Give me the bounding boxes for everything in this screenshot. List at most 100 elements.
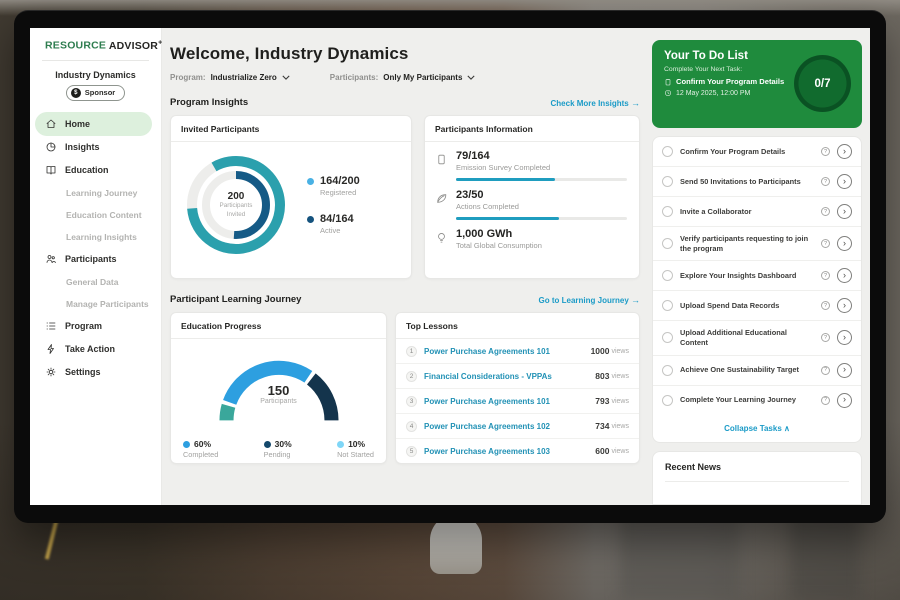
- help-icon[interactable]: ?: [821, 207, 830, 216]
- participants-information-card: Participants Information 79/164 Emission…: [424, 115, 640, 279]
- sidebar-item-education[interactable]: Education: [30, 159, 161, 182]
- logo-text-secondary: ADVISOR+: [108, 39, 163, 52]
- chevron-right-icon[interactable]: ›: [837, 392, 852, 408]
- help-icon[interactable]: ?: [821, 147, 830, 156]
- sidebar-item-participants[interactable]: Participants: [30, 248, 161, 271]
- chevron-right-icon[interactable]: ›: [837, 204, 852, 219]
- content-column: Welcome, Industry Dynamics Program: Indu…: [170, 28, 640, 505]
- list-icon: [45, 320, 57, 332]
- chevron-right-icon[interactable]: ›: [837, 174, 852, 189]
- gauge-center-label: 150 Participants: [260, 383, 297, 405]
- task-complete-learning-journey[interactable]: Complete Your Learning Journey ? ›: [653, 386, 861, 415]
- top-lessons-card: Top Lessons 1 Power Purchase Agreements …: [395, 312, 640, 464]
- sidebar-item-take-action[interactable]: Take Action: [30, 338, 161, 361]
- legend-dot: [263, 440, 271, 448]
- sidebar-item-education-content[interactable]: Education Content: [66, 209, 142, 220]
- education-progress-gauge-chart: 150 Participants: [204, 347, 354, 433]
- clipboard-icon: [665, 78, 671, 85]
- lesson-link[interactable]: Power Purchase Agreements 103: [424, 446, 550, 456]
- lesson-row[interactable]: 2 Financial Considerations - VPPAs 803 v…: [396, 364, 639, 389]
- task-explore-insights[interactable]: Explore Your Insights Dashboard ? ›: [653, 261, 861, 292]
- stat-emission-survey: 79/164 Emission Survey Completed: [425, 142, 639, 181]
- task-upload-spend-data[interactable]: Upload Spend Data Records ? ›: [653, 291, 861, 322]
- sidebar-item-program[interactable]: Program: [30, 315, 161, 338]
- sidebar-item-home[interactable]: Home: [35, 111, 152, 136]
- rank-badge: 1: [406, 345, 417, 357]
- task-send-invitations[interactable]: Send 50 Invitations to Participants ? ›: [653, 167, 861, 197]
- progress-bar: [456, 178, 627, 181]
- task-invite-collaborator[interactable]: Invite a Collaborator ? ›: [653, 197, 861, 227]
- help-icon[interactable]: ?: [821, 271, 830, 281]
- help-icon[interactable]: ?: [821, 333, 830, 343]
- go-to-learning-journey-link[interactable]: Go to Learning Journey →: [538, 294, 640, 305]
- task-checkbox[interactable]: [662, 206, 673, 217]
- learning-cards-row: Education Progress 150 Participants 60% …: [170, 312, 640, 464]
- sidebar-item-settings[interactable]: Settings: [30, 361, 161, 384]
- task-checkbox[interactable]: [662, 394, 673, 406]
- help-icon[interactable]: ?: [821, 177, 830, 186]
- help-icon[interactable]: ?: [821, 239, 830, 249]
- task-checkbox[interactable]: [662, 364, 673, 376]
- task-checkbox[interactable]: [662, 270, 673, 282]
- lesson-link[interactable]: Financial Considerations - VPPAs: [424, 371, 552, 381]
- lesson-link[interactable]: Power Purchase Agreements 102: [424, 421, 550, 431]
- task-upload-educational-content[interactable]: Upload Additional Educational Content ? …: [653, 321, 861, 356]
- card-title: Invited Participants: [171, 116, 411, 142]
- chevron-right-icon[interactable]: ›: [837, 144, 852, 159]
- chevron-right-icon[interactable]: ›: [837, 236, 852, 252]
- chevron-up-icon: ∧: [784, 423, 790, 433]
- todo-due-date: 12 May 2025, 12:00 PM: [664, 89, 850, 97]
- rank-badge: 2: [406, 370, 417, 382]
- pie-chart-icon: [45, 141, 57, 153]
- lesson-link[interactable]: Power Purchase Agreements 101: [424, 346, 550, 356]
- sidebar-item-learning-journey[interactable]: Learning Journey: [66, 187, 138, 198]
- program-insights-header: Program Insights Check More Insights →: [170, 97, 640, 108]
- recent-news-card: Recent News: [652, 450, 862, 505]
- task-checkbox[interactable]: [662, 332, 673, 344]
- program-filter-dropdown[interactable]: Program: Industrialize Zero: [170, 73, 290, 82]
- task-verify-participants[interactable]: Verify participants requesting to join t…: [653, 227, 861, 262]
- lesson-row[interactable]: 4 Power Purchase Agreements 102 734 view…: [396, 414, 639, 439]
- legend-completed: 60% Completed: [183, 439, 219, 459]
- chevron-right-icon[interactable]: ›: [837, 362, 852, 378]
- help-icon[interactable]: ?: [821, 301, 830, 311]
- task-checkbox[interactable]: [662, 300, 673, 312]
- task-checkbox[interactable]: [662, 146, 673, 157]
- donut-legend: 164/200 Registered 84/164 Active: [307, 175, 360, 235]
- chevron-right-icon[interactable]: ›: [837, 268, 852, 284]
- help-icon[interactable]: ?: [821, 395, 830, 405]
- participants-filter-dropdown[interactable]: Participants: Only My Participants: [330, 73, 476, 82]
- sidebar-program-name: Industry Dynamics: [55, 69, 136, 80]
- monitor-stand: [430, 514, 482, 574]
- sidebar: RESOURCE ADVISOR+ Industry Dynamics $ Sp…: [30, 28, 162, 505]
- sidebar-item-manage-participants[interactable]: Manage Participants: [66, 298, 149, 309]
- people-icon: [45, 253, 57, 265]
- main-area: Welcome, Industry Dynamics Program: Indu…: [162, 28, 870, 505]
- actions-icon: [435, 192, 448, 205]
- sidebar-item-insights[interactable]: Insights: [30, 136, 161, 159]
- lesson-link[interactable]: Power Purchase Agreements 101: [424, 396, 550, 406]
- help-icon[interactable]: ?: [821, 365, 830, 375]
- chevron-right-icon[interactable]: ›: [837, 298, 852, 314]
- filter-bar: Program: Industrialize Zero Participants…: [170, 73, 640, 82]
- task-checkbox[interactable]: [662, 238, 673, 250]
- task-checkbox[interactable]: [662, 176, 673, 187]
- task-confirm-program-details[interactable]: Confirm Your Program Details ? ›: [653, 137, 861, 167]
- lesson-row[interactable]: 1 Power Purchase Agreements 101 1000 vie…: [396, 339, 639, 364]
- book-icon: [45, 164, 57, 176]
- sidebar-item-learning-insights[interactable]: Learning Insights: [66, 231, 137, 242]
- collapse-tasks-link[interactable]: Collapse Tasks ∧: [724, 423, 790, 433]
- task-achieve-sustainability-target[interactable]: Achieve One Sustainability Target ? ›: [653, 356, 861, 386]
- lesson-row[interactable]: 3 Power Purchase Agreements 101 793 view…: [396, 389, 639, 414]
- rank-badge: 4: [406, 420, 417, 432]
- lesson-row[interactable]: 5 Power Purchase Agreements 103 600 view…: [396, 439, 639, 463]
- sidebar-item-general-data[interactable]: General Data: [66, 276, 119, 287]
- card-title: Education Progress: [171, 313, 386, 339]
- progress-bar: [456, 217, 627, 220]
- sponsor-badge[interactable]: $ Sponsor: [65, 84, 126, 101]
- learning-journey-header: Participant Learning Journey Go to Learn…: [170, 294, 640, 305]
- chevron-right-icon[interactable]: ›: [837, 330, 852, 346]
- rank-badge: 3: [406, 395, 417, 407]
- check-more-insights-link[interactable]: Check More Insights →: [550, 97, 640, 108]
- todo-title: Your To Do List: [664, 50, 748, 62]
